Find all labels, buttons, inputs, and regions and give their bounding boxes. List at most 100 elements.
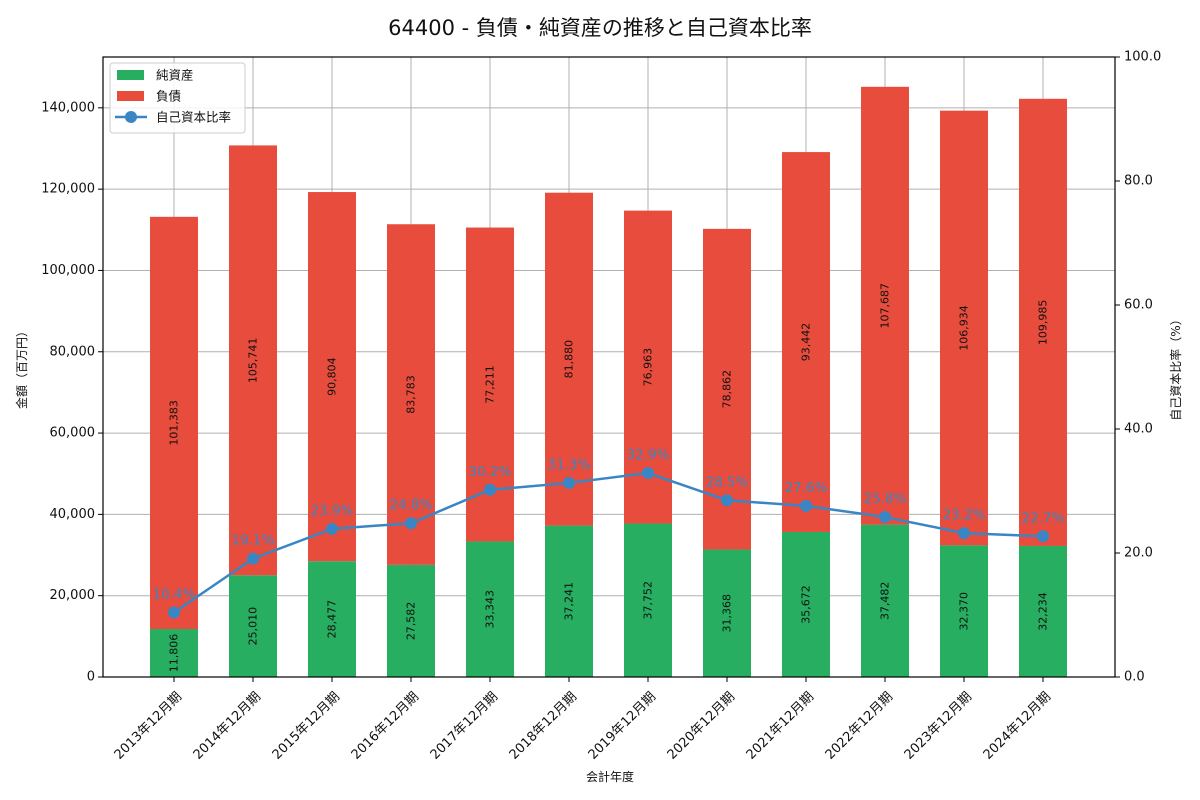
- bar-equity: [624, 523, 672, 677]
- legend-label-equity: 純資産: [156, 68, 194, 83]
- bar-equity: [1019, 545, 1067, 677]
- x-tick-label: 2020年12月期: [665, 689, 738, 762]
- x-tick-label: 2018年12月期: [507, 689, 580, 762]
- x-tick-label: 2024年12月期: [981, 689, 1054, 762]
- bar-label-equity: 37,241: [563, 582, 576, 621]
- legend-marker-ratio: [125, 111, 137, 123]
- ratio-label: 22.7%: [1022, 510, 1065, 526]
- legend-swatch-equity: [117, 70, 144, 80]
- ratio-label: 27.6%: [785, 480, 828, 496]
- chart-title: 64400 - 負債・純資産の推移と自己資本比率: [388, 16, 812, 40]
- bar-label-equity: 31,368: [721, 594, 734, 633]
- x-tick-label: 2016年12月期: [349, 689, 422, 762]
- ratio-label: 19.1%: [232, 533, 275, 549]
- ratio-label: 32.9%: [627, 447, 670, 463]
- bar-value-labels: 11,806 101,383 25,010 105,741 28,477 90,804 27…: [168, 283, 1050, 672]
- ratio-marker: [168, 606, 180, 619]
- ratio-label: 10.4%: [153, 587, 196, 603]
- ratio-label: 31.3%: [548, 457, 591, 473]
- ratio-label: 28.5%: [706, 474, 749, 490]
- plot-frame: [102, 56, 1116, 678]
- y2-tick-label: 40.0: [1124, 422, 1153, 437]
- bar-label-debt: 83,783: [405, 375, 418, 414]
- y2-tick-label: 80.0: [1124, 174, 1153, 189]
- ratio-marker: [642, 467, 654, 480]
- y-tick-label: 40,000: [50, 507, 96, 522]
- bar-debt: [545, 192, 593, 526]
- y2-tick-label: 20.0: [1124, 546, 1153, 561]
- ratio-marker: [800, 499, 812, 512]
- bar-label-equity: 35,672: [800, 585, 813, 624]
- bar-label-debt: 93,442: [800, 323, 813, 362]
- x-axis-label: 会計年度: [586, 769, 634, 784]
- bar-debt: [229, 145, 277, 576]
- bar-equity: [229, 575, 277, 677]
- y2-tick-label: 60.0: [1124, 298, 1153, 313]
- bar-equity: [387, 564, 435, 677]
- bar-label-equity: 25,010: [247, 607, 260, 646]
- y-tick-label: 100,000: [41, 263, 95, 278]
- bar-label-equity: 33,343: [484, 590, 497, 629]
- bar-equity: [940, 545, 988, 677]
- bar-series: [150, 86, 1067, 677]
- bar-label-debt: 106,934: [958, 305, 971, 351]
- ratio-marker: [484, 483, 496, 496]
- bar-debt: [1019, 98, 1067, 546]
- y-tick-label: 120,000: [41, 182, 95, 197]
- x-tick-label: 2023年12月期: [902, 689, 975, 762]
- bar-label-equity: 32,370: [958, 592, 971, 631]
- y2-tick-label: 0.0: [1124, 670, 1145, 685]
- legend-label-debt: 負債: [156, 89, 181, 104]
- bar-label-debt: 81,880: [563, 340, 576, 379]
- bar-debt: [150, 216, 198, 630]
- ratio-label: 24.8%: [390, 497, 433, 513]
- x-tick-label: 2013年12月期: [112, 689, 185, 762]
- bar-equity: [861, 524, 909, 677]
- bar-equity: [545, 525, 593, 677]
- bar-label-debt: 90,804: [326, 357, 339, 396]
- bar-equity: [308, 561, 356, 677]
- x-tick-label: 2021年12月期: [744, 689, 817, 762]
- y2-tick-label: 100.0: [1124, 50, 1161, 65]
- bar-equity: [703, 549, 751, 677]
- ratio-label: 25.8%: [864, 491, 907, 507]
- y2-axis-label: 自己資本比率（%）: [1168, 313, 1183, 420]
- x-tick-label: 2017年12月期: [428, 689, 501, 762]
- bar-debt: [861, 86, 909, 525]
- ratio-marker: [326, 522, 338, 535]
- y-tick-label: 80,000: [50, 344, 96, 359]
- bar-debt: [782, 152, 830, 532]
- bar-equity: [466, 541, 514, 677]
- x-tick-label: 2015年12月期: [270, 689, 343, 762]
- bar-label-debt: 101,383: [168, 400, 181, 446]
- ratio-label: 23.9%: [311, 503, 354, 519]
- ratio-label: 23.2%: [943, 507, 986, 523]
- x-tick-label: 2014年12月期: [191, 689, 264, 762]
- bar-debt: [387, 224, 435, 565]
- ratio-label: 30.2%: [469, 464, 512, 480]
- bar-label-equity: 37,482: [879, 582, 892, 621]
- bar-label-equity: 32,234: [1037, 592, 1050, 631]
- y-tick-label: 0: [87, 670, 95, 685]
- bar-equity: [150, 629, 198, 677]
- bar-label-debt: 109,985: [1037, 300, 1050, 346]
- bar-label-equity: 37,752: [642, 581, 655, 620]
- bar-label-debt: 77,211: [484, 365, 497, 404]
- ratio-marker: [879, 511, 891, 524]
- y-tick-label: 60,000: [50, 426, 96, 441]
- bar-label-debt: 107,687: [879, 283, 892, 329]
- bar-debt: [308, 192, 356, 562]
- bar-label-debt: 76,963: [642, 348, 655, 387]
- ratio-marker: [247, 552, 259, 565]
- ratio-marker: [958, 527, 970, 540]
- bar-label-debt: 105,741: [247, 338, 260, 384]
- legend-swatch-debt: [117, 91, 144, 101]
- legend-box: [109, 62, 246, 134]
- bar-equity: [782, 531, 830, 677]
- bar-label-equity: 28,477: [326, 600, 339, 639]
- y-tick-label: 140,000: [41, 100, 95, 115]
- bar-label-equity: 11,806: [168, 634, 181, 673]
- y-tick-label: 20,000: [50, 588, 96, 603]
